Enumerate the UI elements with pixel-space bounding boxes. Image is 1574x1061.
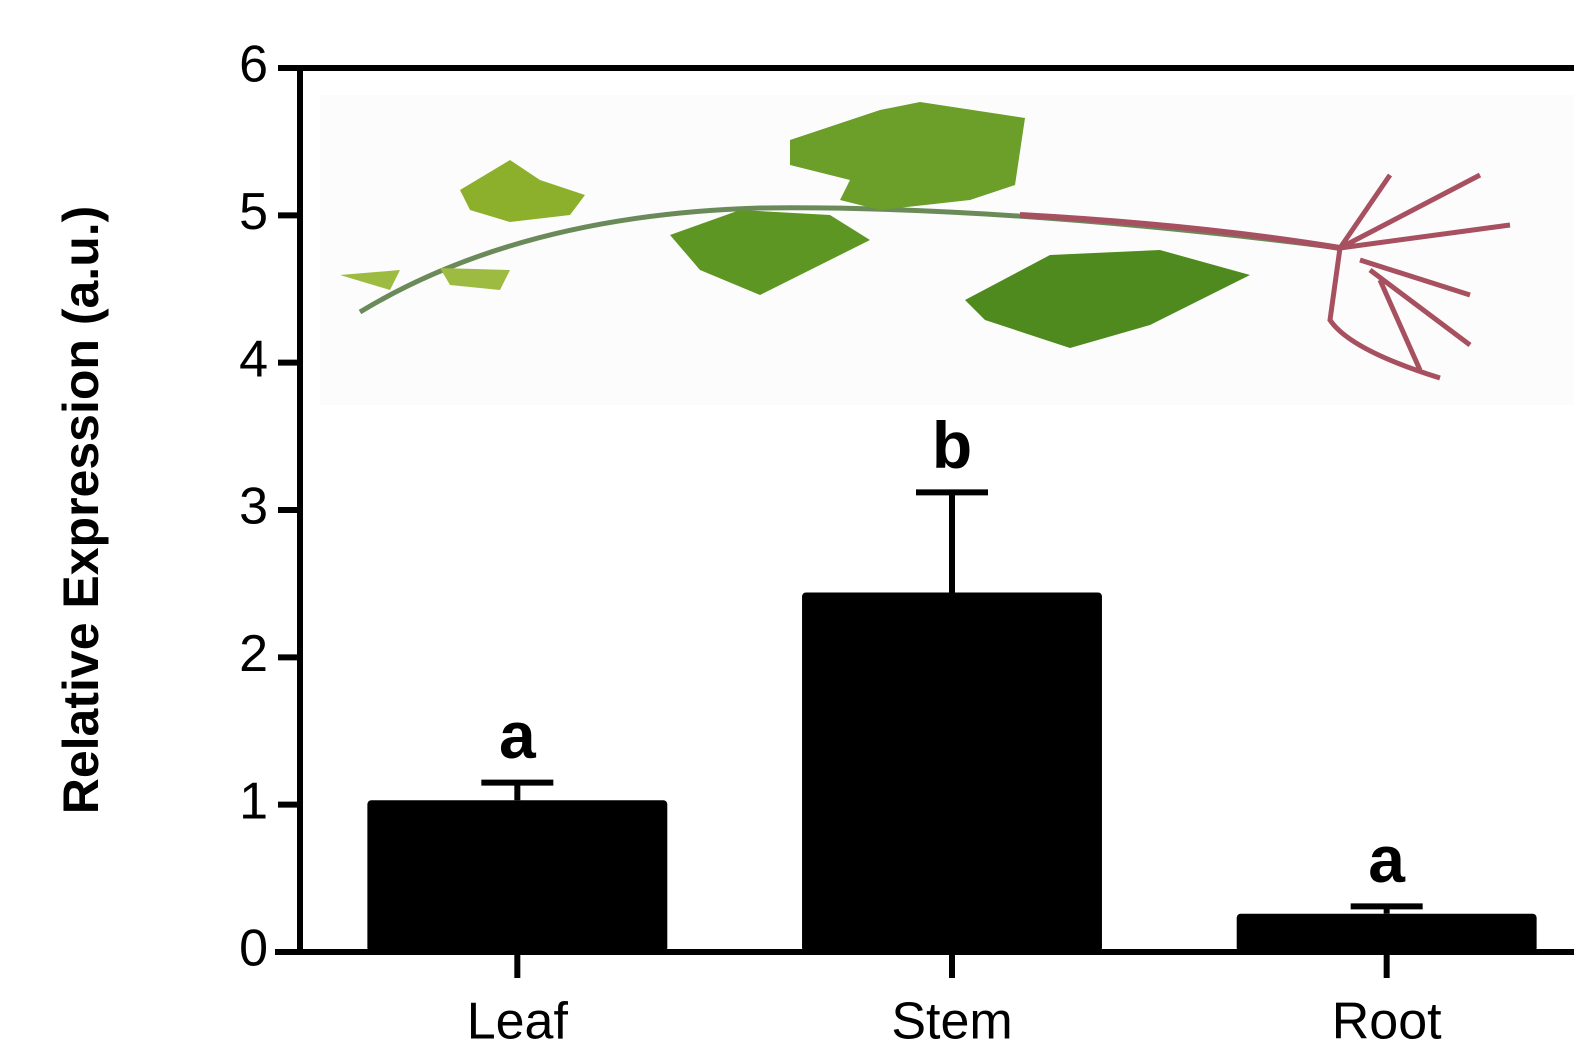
x-tick-label: Leaf — [467, 993, 569, 1051]
chart: Relative Expression (a.u.) 0 1 2 3 4 5 6 a Leaf b… — [0, 0, 1574, 1061]
y-tick-label: 6 — [239, 36, 268, 94]
y-tick-label: 4 — [239, 330, 268, 388]
bar — [1237, 914, 1537, 952]
significance-letter: a — [499, 698, 537, 772]
y-axis-label: Relative Expression (a.u.) — [53, 206, 109, 815]
x-tick-label: Stem — [891, 993, 1012, 1051]
plant-illustration — [320, 95, 1574, 405]
bar — [802, 593, 1102, 952]
y-tick-label: 5 — [239, 183, 268, 241]
y-tick-label: 2 — [239, 625, 268, 683]
bar — [367, 800, 667, 952]
significance-letter: b — [932, 408, 972, 482]
y-tick-label: 0 — [239, 920, 268, 978]
x-tick-label: Root — [1332, 993, 1442, 1051]
y-tick-label: 3 — [239, 478, 268, 536]
significance-letter: a — [1368, 822, 1406, 896]
y-tick-label: 1 — [239, 772, 268, 830]
